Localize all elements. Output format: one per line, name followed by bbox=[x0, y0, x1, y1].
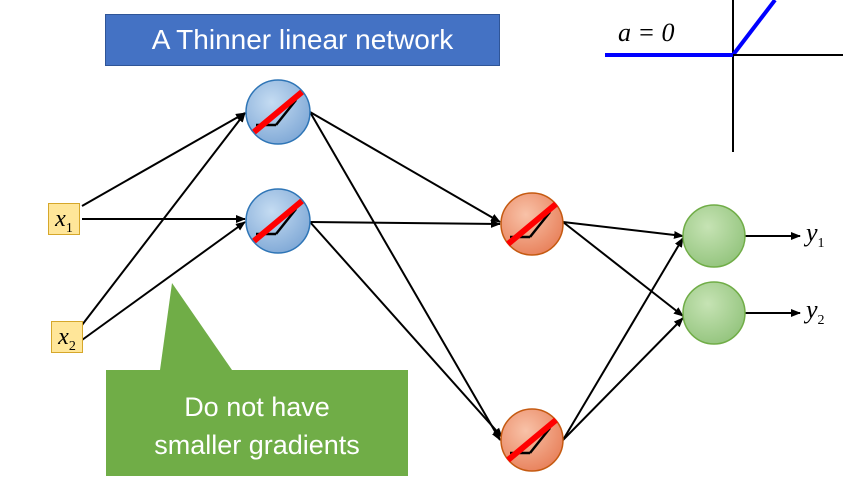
output-y1-var: y bbox=[806, 218, 818, 247]
neuron-hidden1-a bbox=[245, 79, 311, 145]
input-x1: x1 bbox=[48, 203, 80, 236]
callout-line-1: Do not have bbox=[184, 392, 330, 422]
output-y1: y1 bbox=[806, 218, 825, 259]
neuron-output-1 bbox=[682, 204, 746, 268]
neuron-hidden1-b bbox=[245, 188, 311, 254]
input-x2: x2 bbox=[51, 321, 83, 354]
connections bbox=[81, 111, 801, 441]
neuron-hidden2-a bbox=[500, 192, 564, 256]
cross-out-mark bbox=[506, 417, 558, 463]
edge-h1a-h2b bbox=[309, 111, 501, 441]
input-x1-sub: 1 bbox=[65, 220, 73, 236]
cross-out-mark bbox=[506, 201, 558, 247]
cross-out-mark bbox=[252, 89, 304, 135]
edge-h2a-y1 bbox=[562, 221, 684, 239]
neuron-output-2 bbox=[682, 281, 746, 345]
neuron-hidden2-b bbox=[500, 408, 564, 472]
edge-h1b-h2b bbox=[309, 221, 503, 438]
callout-text: Do not have smaller gradients bbox=[106, 380, 408, 476]
callout-line-2: smaller gradients bbox=[154, 430, 360, 460]
output-y2: y2 bbox=[806, 295, 825, 336]
edge-x1-h1a bbox=[81, 112, 246, 207]
edge-h2b-y1 bbox=[562, 237, 684, 441]
edge-h2b-y2 bbox=[562, 317, 684, 441]
callout-bubble bbox=[106, 283, 408, 476]
input-x2-sub: 2 bbox=[68, 338, 76, 354]
output-y1-sub: 1 bbox=[817, 236, 825, 252]
output-y2-sub: 2 bbox=[817, 313, 825, 329]
output-y2-var: y bbox=[806, 295, 818, 324]
input-x2-var: x bbox=[58, 324, 69, 350]
edge-h1b-h2a bbox=[309, 219, 501, 228]
diagram-title: A Thinner linear network bbox=[105, 14, 500, 66]
edge-h2a-y2 bbox=[562, 221, 684, 317]
edge-x2-h1b bbox=[81, 221, 246, 341]
edge-h1a-h2a bbox=[309, 111, 501, 223]
cross-out-mark bbox=[252, 198, 304, 244]
edge-x2-h1a bbox=[81, 112, 246, 326]
input-x1-var: x bbox=[55, 206, 66, 232]
activation-parameter-label: a = 0 bbox=[618, 18, 675, 47]
relu-activation-graph bbox=[605, 0, 843, 152]
